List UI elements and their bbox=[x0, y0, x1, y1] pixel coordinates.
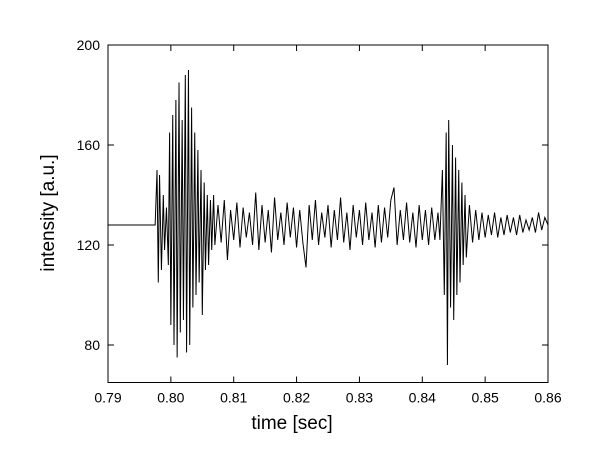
y-tick-label: 200 bbox=[77, 37, 101, 53]
x-tick-label: 0.79 bbox=[94, 390, 121, 406]
y-tick-label: 120 bbox=[77, 237, 101, 253]
x-axis-title: time [sec] bbox=[251, 413, 332, 434]
y-tick-label: 80 bbox=[84, 337, 100, 353]
y-axis-title: intensity [a.u.] bbox=[38, 154, 59, 271]
x-tick-label: 0.81 bbox=[220, 390, 247, 406]
x-tick-label: 0.80 bbox=[157, 390, 184, 406]
y-tick-label: 160 bbox=[77, 137, 101, 153]
signal-line bbox=[108, 69, 549, 366]
x-tick-label: 0.82 bbox=[283, 390, 310, 406]
x-tick-label: 0.85 bbox=[472, 390, 499, 406]
x-tick-label: 0.83 bbox=[346, 390, 373, 406]
x-tick-label: 0.84 bbox=[409, 390, 436, 406]
x-tick-label: 0.86 bbox=[534, 390, 561, 406]
plot-frame bbox=[107, 44, 549, 383]
